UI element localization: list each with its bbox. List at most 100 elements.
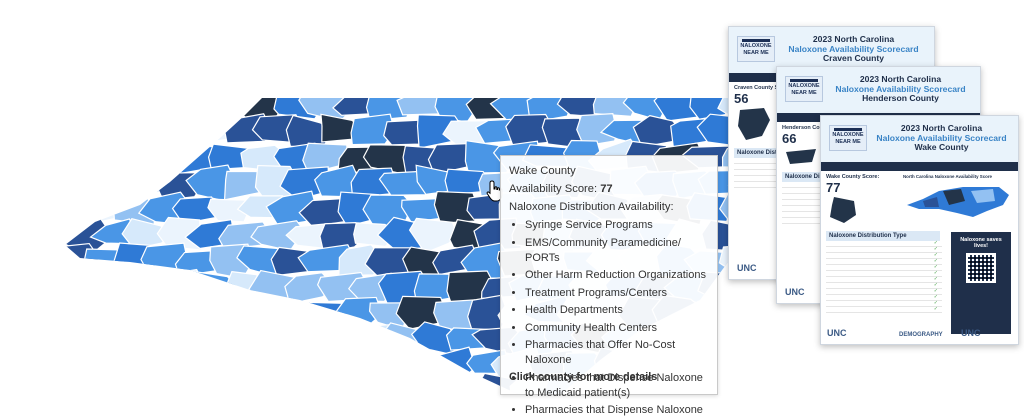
county-region[interactable] <box>715 348 772 383</box>
scorecard-wake[interactable]: NALOXONE NEAR ME 2023 North Carolina Nal… <box>820 115 1019 345</box>
county-region[interactable] <box>843 352 897 377</box>
county-region[interactable] <box>179 405 218 420</box>
county-region[interactable] <box>896 379 940 406</box>
county-region[interactable] <box>124 374 173 406</box>
county-region[interactable] <box>190 320 243 355</box>
county-region[interactable] <box>448 375 491 405</box>
county-region[interactable] <box>170 295 220 327</box>
county-region[interactable] <box>50 299 94 328</box>
county-region[interactable] <box>62 167 107 200</box>
county-region[interactable] <box>222 377 267 403</box>
county-region[interactable] <box>89 275 142 304</box>
county-region[interactable] <box>109 346 165 383</box>
county-region[interactable] <box>50 147 93 168</box>
county-region[interactable] <box>43 400 98 420</box>
county-region[interactable] <box>824 379 877 407</box>
county-region[interactable] <box>338 400 379 420</box>
county-region[interactable] <box>152 268 208 297</box>
county-region[interactable] <box>793 379 840 406</box>
county-region[interactable] <box>237 297 292 330</box>
county-region[interactable] <box>108 400 162 420</box>
county-region[interactable] <box>300 404 349 420</box>
county-region[interactable] <box>45 89 96 123</box>
county-region[interactable] <box>59 321 106 353</box>
county-region[interactable] <box>248 326 305 350</box>
county-region[interactable] <box>251 374 299 407</box>
county-region[interactable] <box>410 374 463 405</box>
county-region[interactable] <box>350 113 396 146</box>
county-region[interactable] <box>813 401 864 420</box>
county-region[interactable] <box>119 272 177 300</box>
county-region[interactable] <box>433 403 482 420</box>
county-region[interactable] <box>317 322 369 356</box>
county-region[interactable] <box>458 402 510 420</box>
county-region[interactable] <box>95 373 140 408</box>
county-region[interactable] <box>592 88 638 117</box>
county-region[interactable] <box>723 405 768 420</box>
county-region[interactable] <box>240 401 284 420</box>
county-region[interactable] <box>142 349 191 381</box>
county-region[interactable] <box>345 377 395 409</box>
county-region[interactable] <box>81 92 125 124</box>
county-region[interactable] <box>576 113 618 147</box>
county-region[interactable] <box>319 379 363 407</box>
county-region[interactable] <box>877 404 929 420</box>
county-region[interactable] <box>210 401 256 420</box>
county-region[interactable] <box>91 320 144 356</box>
county-region[interactable] <box>178 346 229 380</box>
county-region[interactable] <box>221 329 266 357</box>
county-region[interactable] <box>883 353 925 378</box>
county-region[interactable] <box>105 143 157 169</box>
county-region[interactable] <box>376 373 433 402</box>
county-region[interactable] <box>365 349 419 380</box>
county-region[interactable] <box>92 167 143 198</box>
county-region[interactable] <box>76 409 131 420</box>
county-region[interactable] <box>843 408 898 420</box>
county-region[interactable] <box>73 139 126 172</box>
county-region[interactable] <box>115 294 159 328</box>
county-region[interactable] <box>408 217 459 254</box>
county-region[interactable] <box>142 401 190 420</box>
county-region[interactable] <box>186 373 240 405</box>
county-region[interactable] <box>110 89 162 124</box>
county-region[interactable] <box>59 118 113 141</box>
county-region[interactable] <box>401 402 445 420</box>
county-region[interactable] <box>47 196 100 227</box>
county-region[interactable] <box>751 347 802 383</box>
county-region[interactable] <box>173 88 220 121</box>
county-region[interactable] <box>338 350 381 383</box>
county-region[interactable] <box>289 377 333 408</box>
county-region[interactable] <box>788 404 827 420</box>
county-region[interactable] <box>151 374 209 405</box>
county-region[interactable] <box>81 302 126 330</box>
county-region[interactable] <box>401 347 446 378</box>
county-region[interactable] <box>780 346 829 379</box>
county-region[interactable] <box>345 324 394 353</box>
county-region[interactable] <box>736 375 781 399</box>
county-region[interactable] <box>152 117 205 147</box>
county-region[interactable] <box>762 325 814 356</box>
county-region[interactable] <box>267 349 324 383</box>
county-region[interactable] <box>819 353 859 379</box>
county-region[interactable] <box>285 323 339 356</box>
county-region[interactable] <box>366 400 419 420</box>
county-region[interactable] <box>210 349 257 381</box>
county-region[interactable] <box>302 346 353 381</box>
county-region[interactable] <box>766 374 808 404</box>
county-region[interactable] <box>203 296 259 330</box>
county-region[interactable] <box>141 88 196 120</box>
county-region[interactable] <box>120 329 179 354</box>
county-region[interactable] <box>81 348 128 379</box>
county-region[interactable] <box>865 375 907 404</box>
county-region[interactable] <box>121 116 176 148</box>
county-region[interactable] <box>242 351 287 384</box>
county-region[interactable] <box>145 296 193 332</box>
county-region[interactable] <box>271 404 316 420</box>
county-region[interactable] <box>267 299 323 329</box>
county-region[interactable] <box>45 348 100 383</box>
county-region[interactable] <box>63 377 111 409</box>
county-region[interactable] <box>720 294 766 331</box>
county-region[interactable] <box>88 115 138 143</box>
county-region[interactable] <box>58 274 114 305</box>
county-region[interactable] <box>750 403 799 420</box>
